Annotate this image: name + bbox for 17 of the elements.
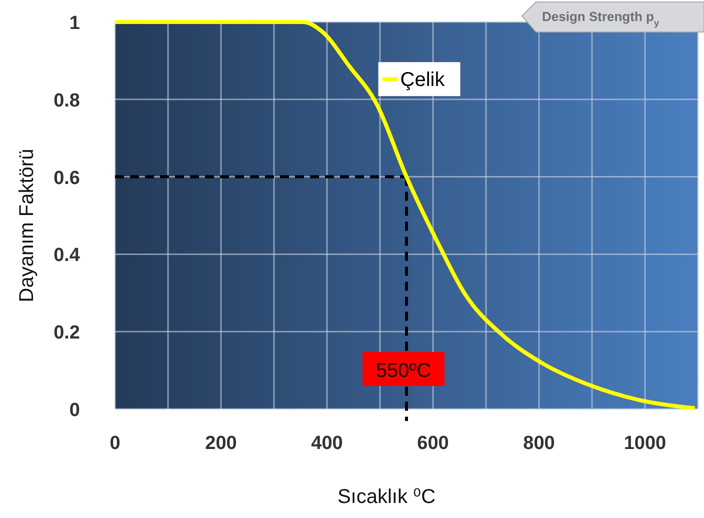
x-tick-label: 1000 [624, 433, 666, 454]
annotation: Design Strength p$_{y}$ [542, 9, 660, 28]
ref-line-label: 550ºC [376, 360, 432, 382]
y-tick-label: 0 [69, 400, 80, 421]
y-tick-label: 0.8 [54, 90, 80, 112]
y-tick-label: 0.4 [54, 245, 80, 266]
x-tick-label: 0 [110, 433, 120, 454]
x-tick-label: 600 [417, 433, 449, 454]
x-tick-label: 200 [205, 433, 237, 454]
legend-label: Çelik [400, 69, 446, 92]
y-tick-label: 1 [69, 13, 80, 34]
y-axis-title: Dayanım Faktörü [16, 148, 38, 302]
y-tick-label: 0.6 [54, 168, 80, 189]
x-tick-label: 400 [311, 433, 343, 454]
y-tick-label: 0.2 [54, 322, 80, 344]
x-axis-title: Sıcaklık ⁰C [337, 486, 436, 508]
x-tick-label: 800 [523, 433, 555, 454]
